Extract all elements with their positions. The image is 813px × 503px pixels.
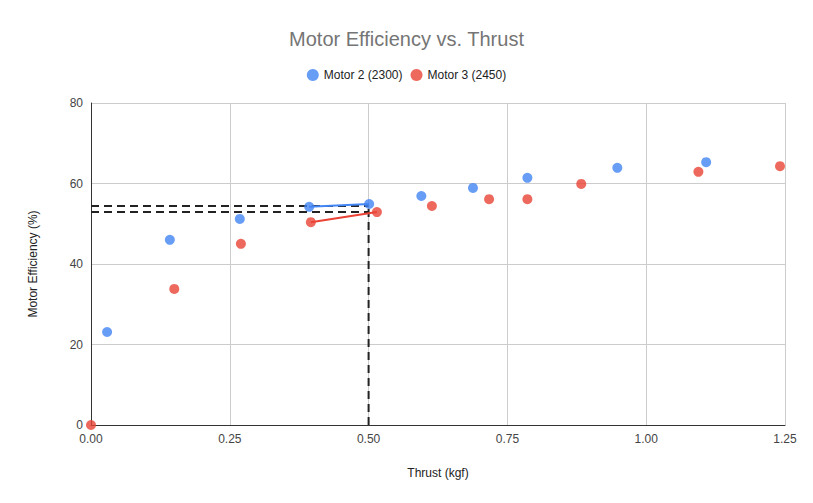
svg-text:40: 40: [70, 257, 84, 271]
svg-text:1.00: 1.00: [635, 432, 659, 446]
svg-text:Motor 2 (2300): Motor 2 (2300): [324, 68, 403, 82]
svg-text:Motor Efficiency (%): Motor Efficiency (%): [26, 210, 40, 317]
svg-text:0: 0: [76, 418, 83, 432]
svg-text:20: 20: [70, 338, 84, 352]
svg-text:Motor 3 (2450): Motor 3 (2450): [428, 68, 507, 82]
svg-text:Motor Efficiency vs. Thrust: Motor Efficiency vs. Thrust: [289, 28, 524, 50]
svg-text:60: 60: [70, 177, 84, 191]
svg-text:0.00: 0.00: [79, 432, 103, 446]
svg-text:0.25: 0.25: [218, 432, 242, 446]
svg-text:0.75: 0.75: [496, 432, 520, 446]
svg-text:1.25: 1.25: [773, 432, 797, 446]
svg-text:0.50: 0.50: [357, 432, 381, 446]
svg-text:80: 80: [70, 96, 84, 110]
svg-text:Thrust (kgf): Thrust (kgf): [407, 466, 468, 480]
